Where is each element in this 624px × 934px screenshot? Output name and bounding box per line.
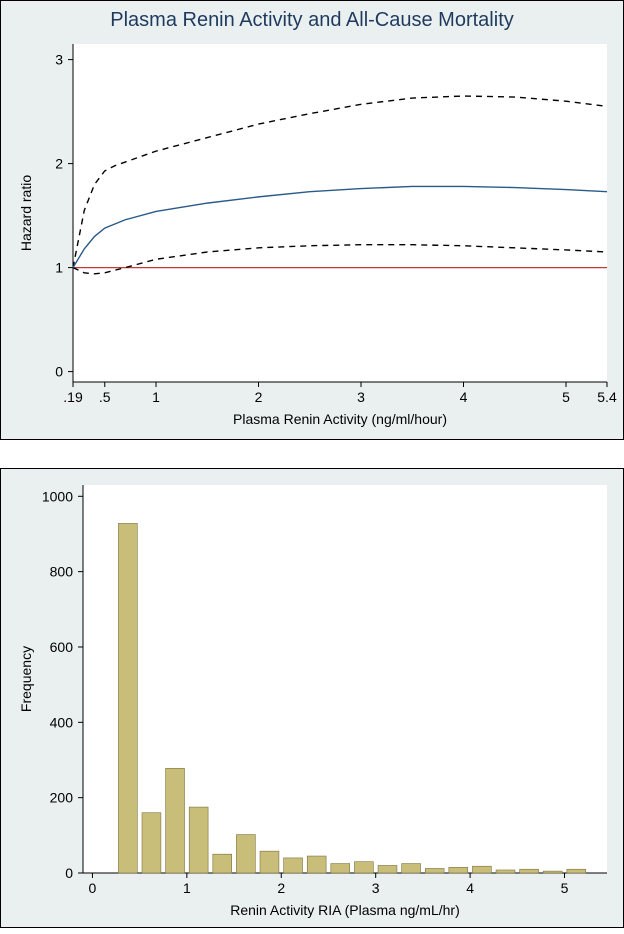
hazard-ratio-panel: Plasma Renin Activity and All-Cause Mort… <box>0 0 624 440</box>
svg-text:2: 2 <box>255 389 263 405</box>
svg-text:Plasma Renin Activity (ng/ml/h: Plasma Renin Activity (ng/ml/hour) <box>233 411 447 427</box>
svg-text:0: 0 <box>55 364 63 380</box>
svg-text:400: 400 <box>50 714 74 730</box>
svg-text:Renin Activity RIA (Plasma ng/: Renin Activity RIA (Plasma ng/mL/hr) <box>230 902 460 918</box>
svg-text:5.4: 5.4 <box>597 389 617 405</box>
svg-text:3: 3 <box>357 389 365 405</box>
histogram-panel: 0 200 400 600 800 1000 0 1 2 3 4 5 Renin Activity RI… <box>0 468 624 928</box>
svg-text:200: 200 <box>50 790 74 806</box>
svg-text:0: 0 <box>65 865 73 881</box>
svg-text:800: 800 <box>50 564 74 580</box>
svg-text:1: 1 <box>183 880 191 896</box>
chart-title: Plasma Renin Activity and All-Cause Mort… <box>1 1 623 32</box>
svg-text:0: 0 <box>89 880 97 896</box>
svg-text:5: 5 <box>561 880 569 896</box>
svg-text:3: 3 <box>55 52 63 68</box>
svg-text:2: 2 <box>277 880 285 896</box>
svg-text:600: 600 <box>50 639 74 655</box>
histogram-chart: 0 200 400 600 800 1000 0 1 2 3 4 5 Renin Activity RI… <box>1 469 624 927</box>
svg-text:4: 4 <box>460 389 468 405</box>
svg-text:Frequency: Frequency <box>18 646 34 712</box>
svg-text:1: 1 <box>152 389 160 405</box>
svg-text:1: 1 <box>55 260 63 276</box>
svg-text:5: 5 <box>562 389 570 405</box>
svg-text:2: 2 <box>55 156 63 172</box>
svg-text:4: 4 <box>466 880 474 896</box>
svg-text:1000: 1000 <box>42 488 73 504</box>
hazard-ratio-chart: 0 1 2 3 .19 .5 1 2 3 4 5 5.4 Plasma Renin Activity (… <box>1 32 624 436</box>
svg-text:3: 3 <box>372 880 380 896</box>
svg-text:.19: .19 <box>63 389 83 405</box>
svg-text:.5: .5 <box>99 389 111 405</box>
svg-text:Hazard ratio: Hazard ratio <box>18 175 34 251</box>
